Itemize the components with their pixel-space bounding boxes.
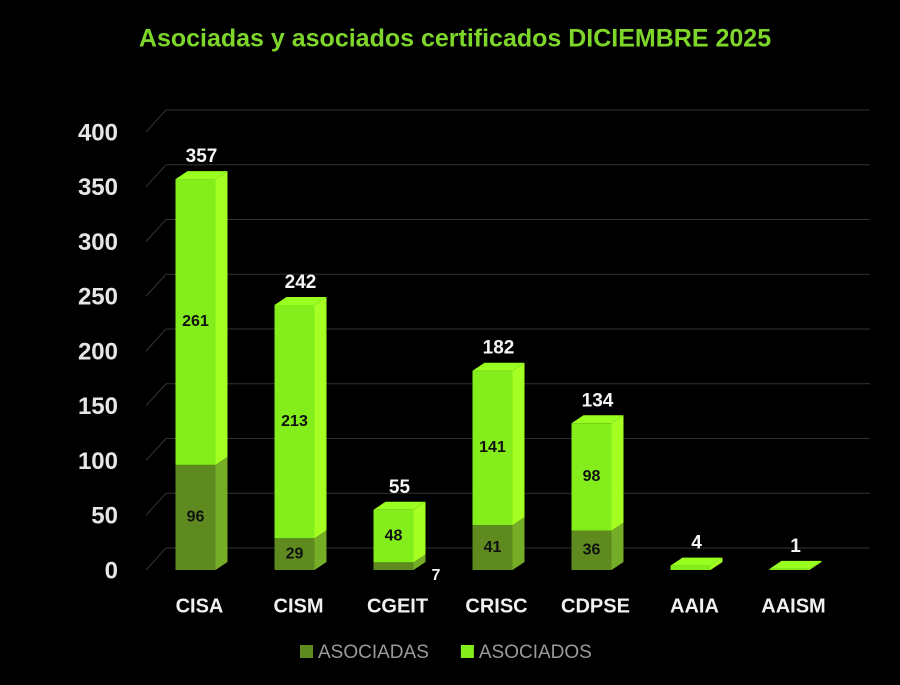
- bar-segment: [175, 464, 216, 570]
- x-tick-label: CISM: [274, 595, 324, 617]
- grid-line-depth: [145, 273, 167, 297]
- bar-segment: [472, 370, 513, 526]
- grid-line-depth: [145, 109, 167, 133]
- x-tick-label: CGEIT: [367, 595, 428, 617]
- x-tick-label: AAIA: [670, 595, 719, 617]
- x-tick-label: CISA: [176, 595, 224, 617]
- bar-top: [274, 297, 327, 306]
- grid-line-depth: [145, 164, 167, 188]
- grid-line-depth: [145, 383, 167, 407]
- bar-segment: [175, 179, 216, 465]
- bar-top: [175, 171, 228, 180]
- total-label: 1: [790, 536, 801, 557]
- segment-label: 48: [385, 527, 403, 544]
- grid-line-depth: [145, 492, 167, 516]
- bar-segment: [571, 530, 612, 570]
- bar-segment: [769, 568, 810, 570]
- chart-title: Asociadas y asociados certificados DICIE…: [139, 25, 771, 53]
- total-label: 55: [389, 477, 411, 498]
- bar-side: [215, 456, 228, 570]
- bar-side: [611, 522, 624, 570]
- legend-swatch: [300, 645, 313, 658]
- bar-segment: [274, 305, 315, 539]
- bar-segment: [571, 423, 612, 531]
- legend-swatch: [460, 645, 474, 658]
- bar-side: [512, 517, 525, 570]
- bar-side: [611, 415, 624, 531]
- bar-side: [413, 554, 426, 570]
- segment-label: 261: [182, 313, 209, 330]
- bar-side: [314, 297, 327, 539]
- bar-side: [314, 530, 327, 570]
- y-tick-label: 350: [78, 174, 118, 201]
- bar-segment: [670, 565, 711, 570]
- bar-top: [373, 501, 426, 510]
- bar-segment: [472, 525, 513, 570]
- grid-line-depth: [145, 219, 167, 242]
- bar-segment: [373, 562, 414, 570]
- bar-top: [769, 560, 822, 569]
- y-tick-label: 400: [78, 119, 118, 146]
- bar-side: [413, 501, 426, 563]
- y-tick-label: 200: [78, 338, 118, 365]
- segment-label: 96: [187, 509, 205, 526]
- total-label: 357: [186, 146, 218, 167]
- total-label: 4: [691, 533, 702, 554]
- x-tick-label: CRISC: [465, 595, 527, 617]
- legend-label: ASOCIADOS: [479, 642, 592, 663]
- bar-side: [809, 560, 822, 570]
- bar-side: [710, 557, 723, 570]
- segment-label: 41: [484, 539, 502, 556]
- bar-segment: [274, 538, 315, 570]
- grid-line-depth: [145, 328, 167, 352]
- total-label: 242: [285, 272, 317, 293]
- segment-label: 98: [583, 468, 601, 485]
- y-tick-label: 100: [78, 448, 118, 475]
- segment-label: 36: [583, 542, 601, 559]
- segment-label: 7: [432, 567, 441, 584]
- bar-top: [670, 557, 723, 566]
- bar-side: [215, 171, 228, 465]
- bar-segment: [373, 509, 414, 563]
- grid-line-depth: [145, 438, 167, 461]
- bar-top: [571, 415, 624, 424]
- segment-label: 29: [286, 545, 304, 562]
- x-tick-label: AAISM: [761, 595, 825, 617]
- bar-side: [512, 362, 525, 526]
- y-tick-label: 50: [91, 503, 118, 530]
- y-tick-label: 150: [78, 393, 118, 420]
- total-label: 182: [483, 338, 515, 359]
- segment-label: 141: [479, 439, 506, 456]
- x-tick-label: CDPSE: [561, 595, 630, 617]
- legend-label: ASOCIADAS: [318, 642, 429, 663]
- y-tick-label: 300: [78, 229, 118, 256]
- grid-line-depth: [145, 547, 167, 571]
- bar-top: [472, 362, 525, 371]
- segment-label: 213: [281, 413, 308, 430]
- y-tick-label: 250: [78, 284, 118, 311]
- total-label: 134: [582, 390, 614, 411]
- y-tick-label: 0: [105, 557, 118, 584]
